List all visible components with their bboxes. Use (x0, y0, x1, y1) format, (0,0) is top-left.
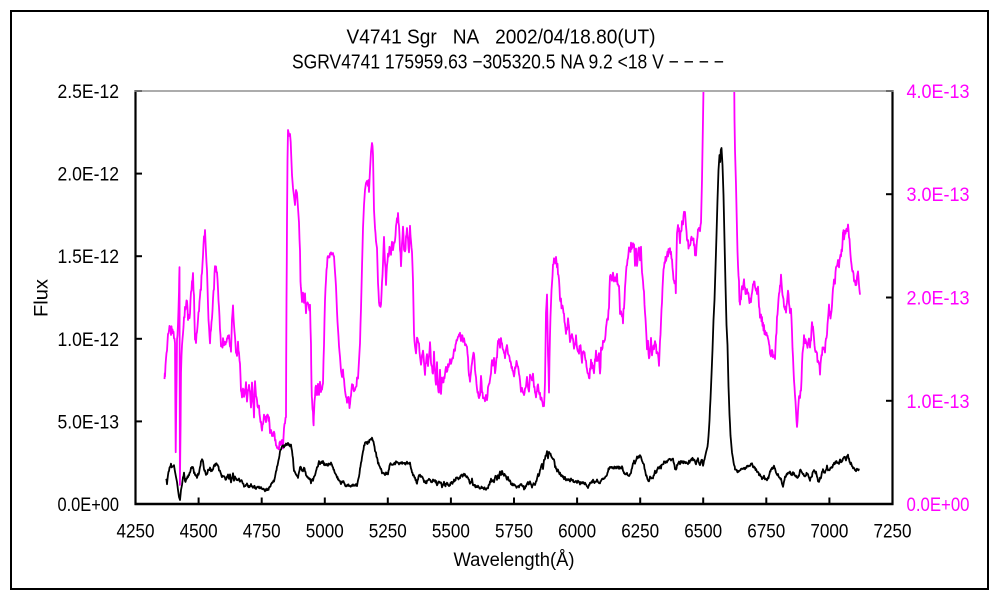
svg-text:1.0E-12: 1.0E-12 (58, 330, 120, 351)
svg-text:7000: 7000 (810, 522, 848, 543)
svg-text:SGRV4741 175959.63 −305320.5 N: SGRV4741 175959.63 −305320.5 NA 9.2 <18 … (292, 52, 724, 74)
svg-text:2.0E-12: 2.0E-12 (58, 165, 120, 186)
svg-text:5.0E-13: 5.0E-13 (58, 412, 120, 433)
svg-text:4750: 4750 (243, 522, 281, 543)
svg-text:3.0E-13: 3.0E-13 (907, 185, 970, 206)
svg-text:2.5E-12: 2.5E-12 (58, 82, 120, 103)
svg-text:Wavelength(Å): Wavelength(Å) (454, 550, 575, 571)
svg-text:1.5E-12: 1.5E-12 (58, 247, 120, 268)
svg-text:1.0E-13: 1.0E-13 (907, 392, 970, 413)
svg-text:5000: 5000 (306, 522, 344, 543)
svg-text:5250: 5250 (369, 522, 407, 543)
svg-text:6000: 6000 (558, 522, 596, 543)
svg-text:V4741 Sgr NA 2002/04/18.80: V4741 Sgr NA 2002/04/18.80(UT) (347, 27, 656, 49)
svg-text:6250: 6250 (621, 522, 659, 543)
svg-text:7250: 7250 (874, 522, 912, 543)
svg-text:6750: 6750 (747, 522, 785, 543)
svg-text:5750: 5750 (495, 522, 533, 543)
svg-text:Flux: Flux (32, 278, 53, 317)
svg-text:0.0E+00: 0.0E+00 (907, 495, 970, 516)
svg-text:0.0E+00: 0.0E+00 (58, 495, 120, 516)
svg-text:4500: 4500 (180, 522, 218, 543)
svg-text:4.0E-13: 4.0E-13 (907, 82, 970, 103)
svg-text:4250: 4250 (117, 522, 155, 543)
svg-text:6500: 6500 (684, 522, 722, 543)
svg-text:5500: 5500 (432, 522, 470, 543)
svg-text:2.0E-13: 2.0E-13 (907, 289, 970, 310)
